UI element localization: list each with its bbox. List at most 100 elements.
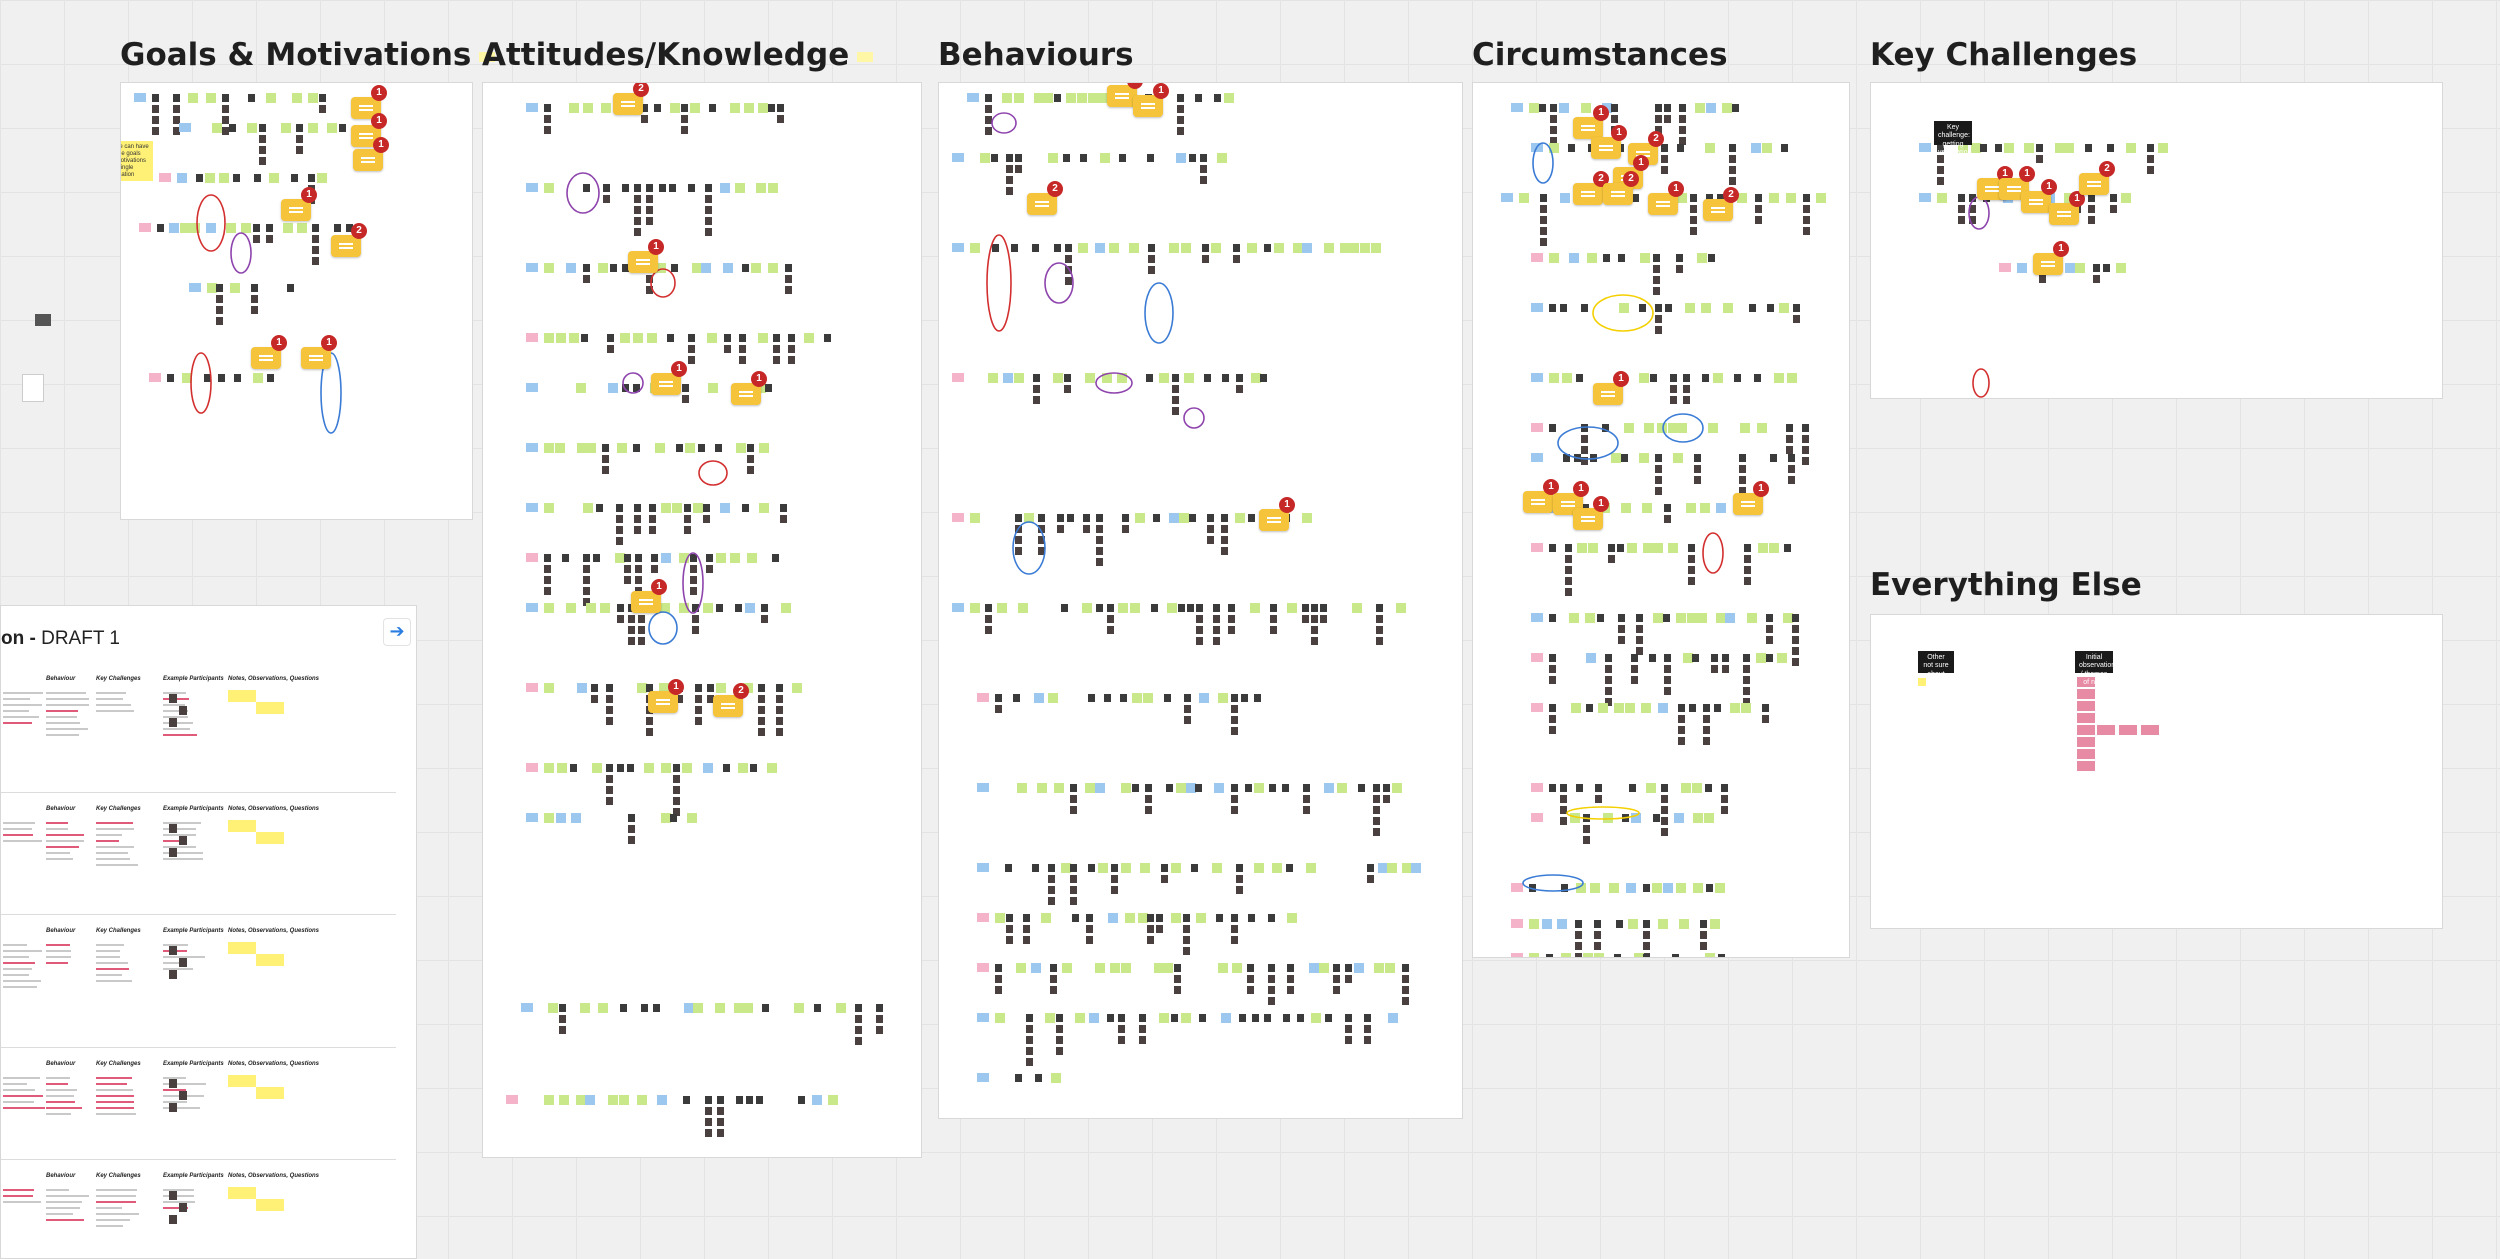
yellow-sticky[interactable] — [228, 820, 256, 832]
comment-icon[interactable] — [1133, 95, 1163, 117]
participant-photo[interactable] — [169, 1079, 177, 1088]
comment-icon[interactable] — [1703, 199, 1733, 221]
green-sticky — [1653, 543, 1663, 553]
comment-icon[interactable] — [1733, 493, 1763, 515]
frame-title-challenges[interactable]: Key Challenges — [1870, 37, 2138, 73]
yellow-sticky[interactable] — [256, 1199, 284, 1211]
yellow-sticky[interactable] — [256, 1087, 284, 1099]
sticky-key-challenge[interactable]: Key challenge: getting verification — [1934, 121, 1972, 156]
green-sticky — [1646, 783, 1656, 793]
photo-thumbnail — [259, 135, 266, 143]
header-sticky — [952, 373, 964, 382]
comment-icon[interactable] — [1259, 509, 1289, 531]
yellow-sticky[interactable] — [228, 942, 256, 954]
header-sticky — [952, 513, 964, 522]
participant-photo[interactable] — [169, 1191, 177, 1200]
frame-title-circumstances[interactable]: Circumstances — [1472, 37, 1728, 73]
comment-icon[interactable] — [1027, 193, 1057, 215]
frame-title-everything-else[interactable]: Everything Else — [1870, 567, 2142, 603]
comment-icon[interactable] — [1591, 137, 1621, 159]
arrow-right-icon[interactable]: ➔ — [383, 618, 411, 646]
comment-icon[interactable] — [631, 591, 661, 613]
comment-icon[interactable] — [1603, 183, 1633, 205]
comment-icon[interactable] — [353, 149, 383, 171]
participant-photo[interactable] — [179, 1203, 187, 1212]
comment-icon[interactable] — [1573, 183, 1603, 205]
comment-icon[interactable] — [648, 691, 678, 713]
comment-icon[interactable] — [2079, 173, 2109, 195]
participant-photo[interactable] — [179, 706, 187, 715]
comment-icon[interactable] — [1648, 193, 1678, 215]
comment-icon[interactable] — [651, 373, 681, 395]
blue-sticky — [1674, 813, 1684, 823]
participant-photo[interactable] — [169, 1215, 177, 1224]
comment-icon[interactable] — [1593, 383, 1623, 405]
frame-title-attitudes[interactable]: Attitudes/Knowledge — [482, 40, 874, 71]
comment-icon[interactable] — [713, 695, 743, 717]
comment-icon[interactable] — [1107, 85, 1137, 107]
participant-photo[interactable] — [169, 970, 177, 979]
participant-photo[interactable] — [179, 1091, 187, 1100]
green-sticky — [566, 603, 576, 613]
green-sticky — [544, 263, 554, 273]
participant-photo[interactable] — [169, 1103, 177, 1112]
green-sticky — [1668, 423, 1678, 433]
participant-photo[interactable] — [179, 836, 187, 845]
draft-document[interactable]: on - DRAFT 1 ➔ Behaviour Key Challenges Ex… — [0, 605, 417, 1259]
yellow-sticky[interactable] — [256, 954, 284, 966]
photo-thumbnail — [1664, 687, 1671, 695]
photo-thumbnail — [1151, 604, 1158, 612]
photo-thumbnail — [152, 94, 159, 102]
photo-thumbnail — [1213, 626, 1220, 634]
frame-title-behaviours[interactable]: Behaviours — [938, 37, 1134, 73]
yellow-sticky[interactable] — [256, 702, 284, 714]
frame-everything-else[interactable]: Other not sure about Initial observation… — [1870, 614, 2443, 929]
comment-icon[interactable] — [1573, 117, 1603, 139]
comment-icon[interactable] — [731, 383, 761, 405]
comment-icon[interactable] — [2049, 203, 2079, 225]
comment-icon[interactable] — [301, 347, 331, 369]
participant-photo[interactable] — [169, 824, 177, 833]
photo-thumbnail — [1118, 1014, 1125, 1022]
photo-thumbnail — [1070, 784, 1077, 792]
comment-icon[interactable] — [1573, 508, 1603, 530]
photo-thumbnail — [1189, 154, 1196, 162]
yellow-sticky[interactable] — [228, 1075, 256, 1087]
participant-photo[interactable] — [169, 848, 177, 857]
photo-thumbnail — [1792, 647, 1799, 655]
yellow-sticky[interactable] — [228, 1187, 256, 1199]
blue-sticky — [1411, 863, 1421, 873]
yellow-sticky[interactable] — [228, 690, 256, 702]
green-sticky — [707, 333, 717, 343]
sticky-other-not-sure[interactable]: Other not sure about — [1918, 651, 1954, 678]
photo-thumbnail — [1678, 704, 1685, 712]
comment-icon[interactable] — [251, 347, 281, 369]
sticky-note[interactable]: People can have multiple goals and motiv… — [121, 141, 153, 181]
comment-icon[interactable] — [2033, 253, 2063, 275]
stray-sticky[interactable] — [35, 314, 51, 326]
frame-goals[interactable]: People can have multiple goals and motiv… — [120, 82, 473, 520]
sticky-initial-observations[interactable]: Initial observations / themes of note — [2075, 651, 2119, 686]
comment-count-badge: 1 — [751, 371, 767, 387]
participant-photo[interactable] — [179, 958, 187, 967]
frame-title-goals[interactable]: Goals & Motivations — [120, 40, 496, 71]
stray-doc[interactable] — [22, 374, 44, 402]
comment-icon[interactable] — [281, 199, 311, 221]
participant-photo[interactable] — [169, 946, 177, 955]
comment-icon[interactable] — [613, 93, 643, 115]
participant-photo[interactable] — [169, 694, 177, 703]
photo-thumbnail — [1655, 454, 1662, 462]
comment-icon[interactable] — [628, 251, 658, 273]
comment-icon[interactable] — [331, 235, 361, 257]
comment-icon[interactable] — [2021, 191, 2051, 213]
green-sticky — [308, 93, 318, 103]
comment-icon[interactable] — [1523, 491, 1553, 513]
photo-thumbnail — [222, 94, 229, 102]
photo-thumbnail — [624, 565, 631, 573]
yellow-sticky[interactable] — [256, 832, 284, 844]
participant-photo[interactable] — [169, 718, 177, 727]
